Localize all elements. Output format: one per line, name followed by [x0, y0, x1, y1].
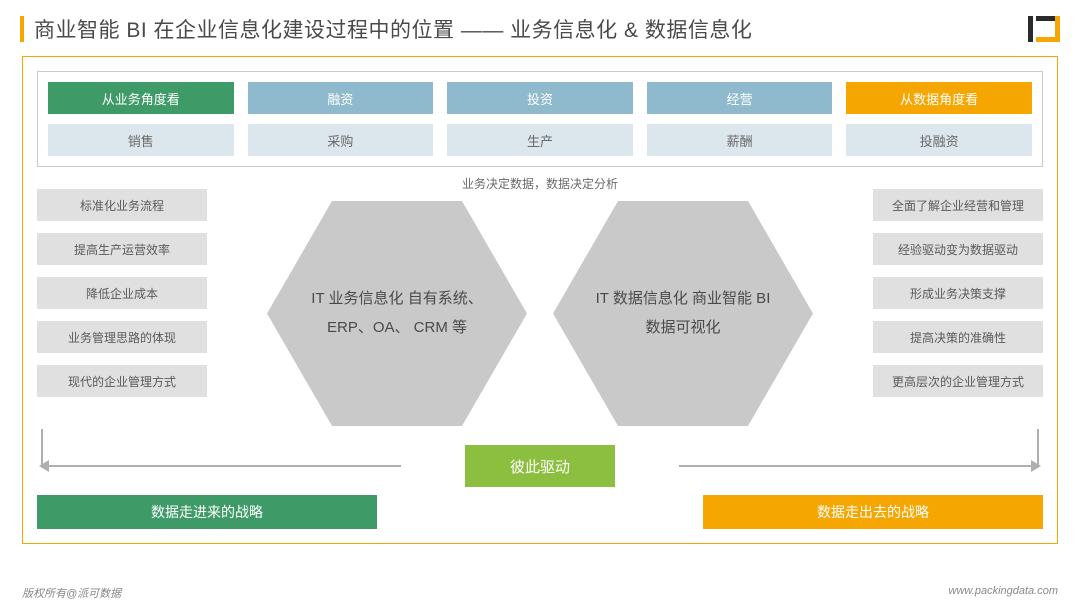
strategy-band-right: 数据走出去的战略 [703, 495, 1043, 529]
category-cell: 融资 [248, 82, 434, 114]
outcome-chip: 全面了解企业经营和管理 [873, 189, 1043, 221]
copyright-text: 版权所有@派可数据 [22, 585, 121, 601]
outcome-chip: 降低企业成本 [37, 277, 207, 309]
category-cell: 投资 [447, 82, 633, 114]
hex-it-business: IT 业务信息化 自有系统、ERP、OA、 CRM 等 [267, 201, 527, 426]
top-row-2: 销售采购生产薪酬投融资 [48, 124, 1032, 156]
top-row-1: 从业务角度看融资投资经营从数据角度看 [48, 82, 1032, 114]
strategy-band-right-label: 数据走出去的战略 [817, 502, 929, 522]
hex-it-data-label: IT 数据信息化 商业智能 BI 数据可视化 [587, 285, 779, 342]
hex-it-business-label: IT 业务信息化 自有系统、ERP、OA、 CRM 等 [301, 285, 493, 342]
category-cell: 薪酬 [647, 124, 833, 156]
category-cell: 销售 [48, 124, 234, 156]
outcome-chip: 提高决策的准确性 [873, 321, 1043, 353]
outcome-chip: 业务管理思路的体现 [37, 321, 207, 353]
diagram-frame: 从业务角度看融资投资经营从数据角度看 销售采购生产薪酬投融资 业务决定数据，数据… [22, 56, 1058, 544]
title-bar: 商业智能 BI 在企业信息化建设过程中的位置 —— 业务信息化 & 数据信息化 [0, 0, 1080, 48]
data-outcome-list: 全面了解企业经营和管理经验驱动变为数据驱动形成业务决策支撑提高决策的准确性更高层… [873, 189, 1043, 397]
outcome-chip: 更高层次的企业管理方式 [873, 365, 1043, 397]
outcome-chip: 形成业务决策支撑 [873, 277, 1043, 309]
brand-logo-icon [1028, 16, 1060, 42]
category-cell: 采购 [248, 124, 434, 156]
arrow-right-icon [679, 465, 1039, 467]
hex-it-data: IT 数据信息化 商业智能 BI 数据可视化 [553, 201, 813, 426]
page-title: 商业智能 BI 在企业信息化建设过程中的位置 —— 业务信息化 & 数据信息化 [34, 14, 1028, 44]
mid-section: 业务决定数据，数据决定分析 标准化业务流程提高生产运营效率降低企业成本业务管理思… [37, 179, 1043, 459]
category-cell: 经营 [647, 82, 833, 114]
driver-box: 彼此驱动 [465, 445, 615, 487]
footer: 版权所有@派可数据 www.packingdata.com [22, 585, 1058, 601]
category-cell: 生产 [447, 124, 633, 156]
outcome-chip: 经验驱动变为数据驱动 [873, 233, 1043, 265]
outcome-chip: 提高生产运营效率 [37, 233, 207, 265]
outcome-chip: 标准化业务流程 [37, 189, 207, 221]
outcome-chip: 现代的企业管理方式 [37, 365, 207, 397]
business-outcome-list: 标准化业务流程提高生产运营效率降低企业成本业务管理思路的体现现代的企业管理方式 [37, 189, 207, 397]
category-cell: 从业务角度看 [48, 82, 234, 114]
strategy-band-left-label: 数据走进来的战略 [151, 502, 263, 522]
arrow-left-icon [41, 465, 401, 467]
driver-label: 彼此驱动 [510, 456, 570, 477]
category-cell: 从数据角度看 [846, 82, 1032, 114]
website-text: www.packingdata.com [949, 585, 1058, 601]
strategy-band-left: 数据走进来的战略 [37, 495, 377, 529]
title-accent [20, 16, 24, 42]
category-cell: 投融资 [846, 124, 1032, 156]
top-categories-box: 从业务角度看融资投资经营从数据角度看 销售采购生产薪酬投融资 [37, 71, 1043, 167]
